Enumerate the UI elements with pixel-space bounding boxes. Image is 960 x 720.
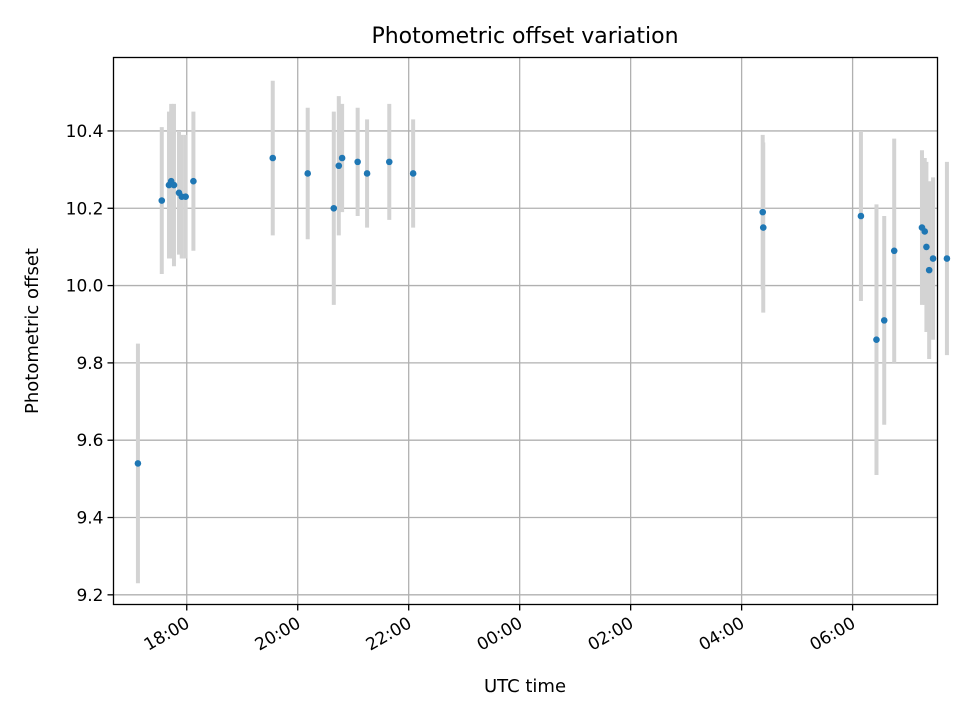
x-tick-label: 22:00 [363, 614, 415, 656]
y-tick-label: 10.0 [66, 277, 104, 297]
data-point [190, 177, 197, 185]
y-tick-label: 9.6 [76, 431, 103, 451]
data-point [335, 162, 343, 170]
errorbar-layer [135, 80, 949, 584]
x-tick-label: 04:00 [696, 614, 748, 656]
data-point [759, 208, 767, 216]
data-point [134, 460, 142, 467]
y-tick-label: 10.2 [66, 199, 104, 219]
y-tick-label: 9.2 [76, 586, 103, 606]
data-point [925, 266, 933, 274]
y-tick-label: 10.4 [66, 122, 104, 142]
chart-title: Photometric offset variation [371, 24, 678, 49]
data-point [873, 336, 880, 343]
data-point [182, 193, 189, 200]
data-point [943, 255, 951, 262]
data-point [354, 158, 361, 166]
y-tick-label: 9.8 [76, 354, 103, 374]
x-axis-label: UTC time [484, 676, 566, 697]
data-point [409, 170, 417, 177]
y-axis-label: Photometric offset [22, 248, 43, 414]
x-tick-label: 02:00 [585, 614, 637, 656]
grid-layer [113, 57, 938, 605]
data-point [385, 158, 393, 166]
x-tick-label: 18:00 [141, 614, 193, 656]
data-point [923, 243, 930, 251]
data-point [269, 154, 277, 162]
data-point [304, 170, 312, 177]
data-point [170, 181, 178, 189]
x-tick-label: 06:00 [807, 614, 859, 656]
data-point [330, 204, 338, 212]
x-tick-label: 20:00 [252, 614, 304, 656]
data-point [890, 247, 898, 255]
data-point [880, 317, 888, 324]
point-layer [134, 154, 951, 467]
data-point [929, 255, 937, 262]
data-point [338, 154, 346, 162]
data-point [363, 170, 371, 177]
y-tick-label: 9.4 [76, 509, 103, 529]
x-tick-label: 00:00 [474, 614, 526, 656]
data-point [158, 197, 166, 204]
data-point [857, 212, 865, 220]
plot-frame [112, 56, 939, 606]
data-point [921, 228, 929, 235]
data-point [759, 224, 767, 231]
